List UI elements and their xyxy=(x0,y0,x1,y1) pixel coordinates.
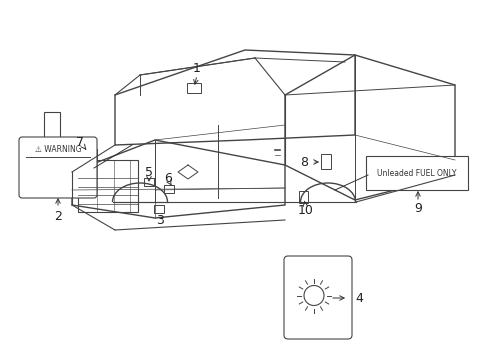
Text: 3: 3 xyxy=(156,213,163,226)
Text: Unleaded FUEL ONLY: Unleaded FUEL ONLY xyxy=(376,168,456,177)
Text: 8: 8 xyxy=(299,156,307,168)
Text: 4: 4 xyxy=(354,292,362,305)
Text: 2: 2 xyxy=(54,210,62,222)
Text: 9: 9 xyxy=(413,202,421,215)
FancyBboxPatch shape xyxy=(284,256,351,339)
Text: 1: 1 xyxy=(193,62,201,75)
Text: 5: 5 xyxy=(145,166,153,179)
FancyBboxPatch shape xyxy=(365,156,467,190)
Text: 6: 6 xyxy=(164,171,172,185)
Text: ⚠ WARNING: ⚠ WARNING xyxy=(35,144,81,153)
FancyBboxPatch shape xyxy=(19,137,97,198)
Text: 7: 7 xyxy=(76,135,84,149)
Text: 10: 10 xyxy=(298,203,313,216)
